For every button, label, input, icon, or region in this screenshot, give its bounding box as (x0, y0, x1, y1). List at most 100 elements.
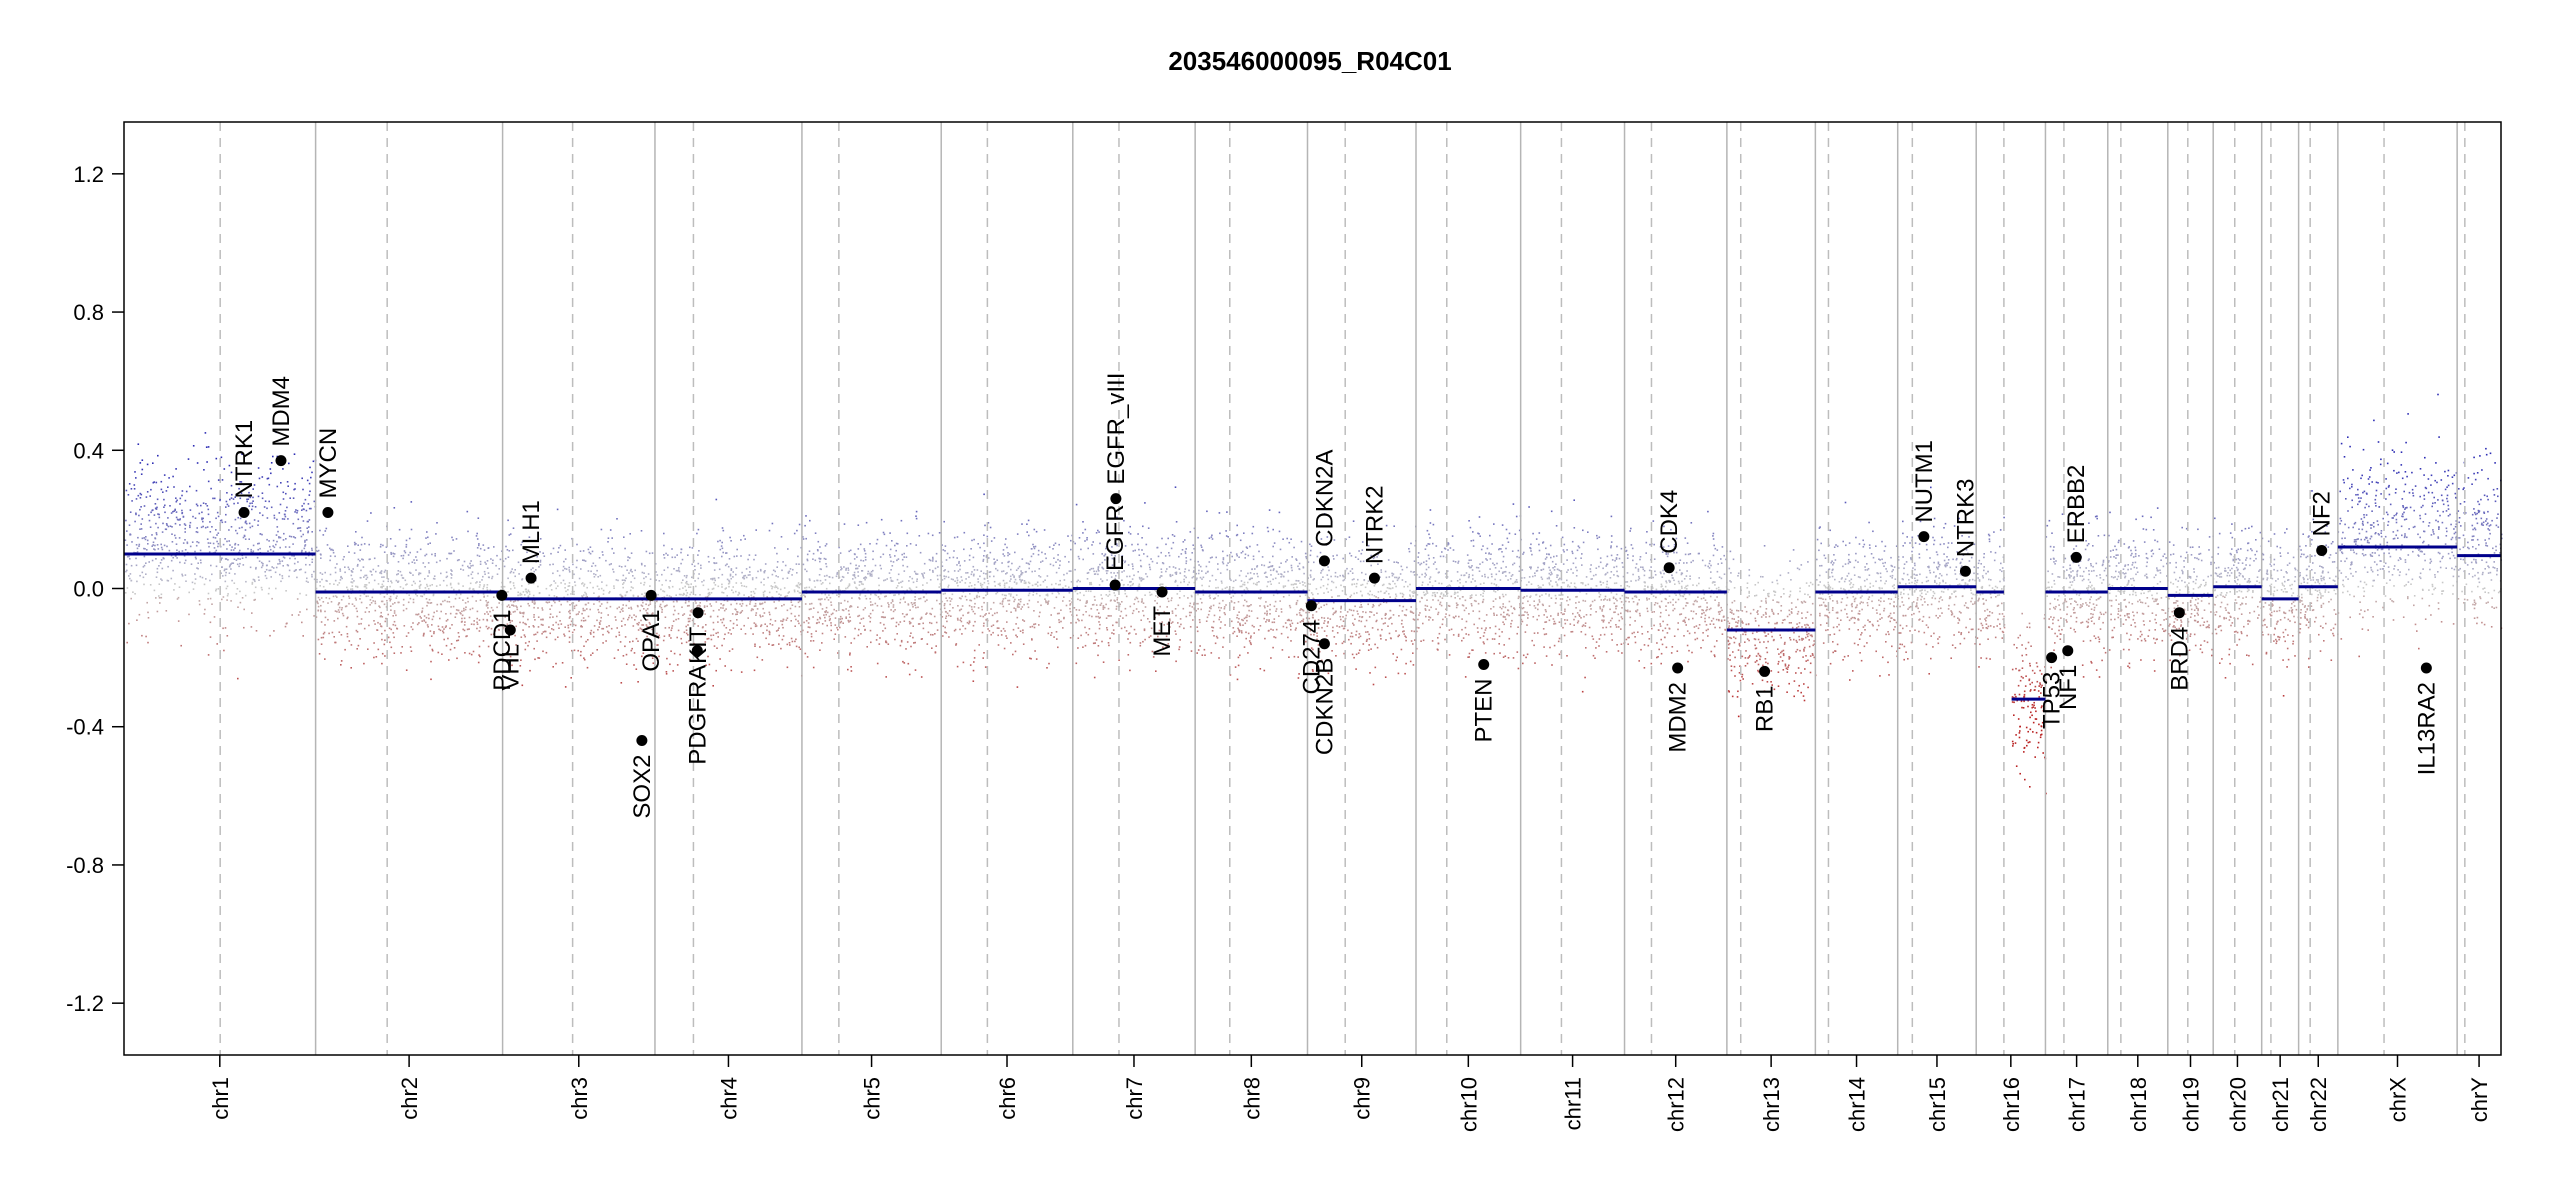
probe-point (950, 578, 953, 580)
probe-point (302, 488, 304, 491)
probe-point (276, 455, 279, 458)
probe-point (743, 594, 745, 596)
probe-point (852, 574, 854, 576)
probe-point (1288, 594, 1290, 597)
probe-point (715, 498, 718, 501)
probe-point (1226, 586, 1228, 589)
probe-point (655, 579, 657, 581)
probe-point (883, 616, 885, 619)
probe-point (1290, 538, 1292, 540)
probe-point (569, 623, 572, 626)
probe-point (740, 605, 743, 607)
probe-point (593, 625, 596, 627)
probe-point (919, 551, 922, 554)
probe-point (782, 577, 784, 580)
probe-point (1079, 599, 1081, 602)
probe-point (859, 622, 861, 624)
probe-point (577, 649, 579, 652)
probe-point (930, 613, 932, 616)
probe-point (1328, 569, 1330, 572)
probe-point (487, 572, 490, 574)
probe-point (260, 586, 263, 589)
probe-point (995, 592, 997, 595)
probe-point (291, 554, 293, 557)
probe-point (903, 615, 906, 618)
probe-point (157, 513, 159, 515)
probe-point (950, 615, 952, 617)
probe-point (1233, 608, 1235, 610)
probe-point (819, 649, 821, 651)
probe-point (230, 568, 232, 570)
probe-point (655, 596, 658, 598)
probe-point (961, 595, 963, 598)
probe-point (413, 559, 415, 561)
probe-point (959, 619, 962, 621)
probe-point (1405, 639, 1407, 642)
probe-point (325, 579, 327, 582)
probe-point (166, 579, 169, 582)
probe-point (1032, 591, 1035, 593)
probe-point (563, 635, 566, 637)
probe-point (160, 578, 162, 580)
probe-point (799, 648, 802, 650)
probe-point (215, 565, 218, 568)
probe-point (718, 609, 720, 611)
probe-point (631, 616, 633, 619)
probe-point (137, 443, 140, 445)
probe-point (707, 655, 709, 658)
probe-point (710, 638, 713, 641)
probe-point (158, 513, 160, 516)
probe-point (1035, 658, 1038, 660)
probe-point (582, 617, 585, 619)
probe-point (810, 633, 813, 635)
probe-point (847, 572, 849, 574)
probe-point (485, 625, 488, 628)
probe-point (234, 542, 237, 545)
probe-point (469, 587, 471, 590)
probe-point (762, 591, 765, 594)
probe-point (1365, 559, 1368, 562)
probe-point (1074, 590, 1077, 593)
probe-point (205, 503, 207, 505)
probe-point (1038, 615, 1040, 618)
probe-point (222, 543, 225, 546)
probe-point (858, 614, 861, 617)
probe-point (1103, 554, 1106, 557)
probe-point (974, 612, 976, 615)
probe-point (388, 627, 391, 630)
probe-point (568, 571, 571, 573)
probe-point (1274, 577, 1277, 580)
probe-point (281, 575, 284, 577)
probe-point (496, 619, 499, 621)
probe-point (139, 462, 142, 464)
probe-point (728, 650, 731, 652)
probe-point (1189, 602, 1192, 605)
probe-point (944, 626, 946, 629)
probe-point (270, 506, 273, 509)
probe-point (899, 598, 902, 601)
probe-point (1124, 589, 1126, 592)
probe-point (141, 518, 144, 520)
probe-point (629, 589, 632, 592)
probe-point (1198, 564, 1200, 566)
probe-point (187, 458, 190, 460)
probe-point (368, 624, 370, 627)
probe-point (1098, 570, 1100, 572)
probe-point (1293, 589, 1296, 591)
probe-point (197, 562, 199, 564)
probe-point (128, 524, 131, 526)
probe-point (514, 600, 517, 602)
probe-point (685, 625, 687, 628)
probe-point (812, 552, 815, 555)
probe-point (731, 613, 734, 615)
probe-point (708, 561, 710, 563)
probe-point (261, 564, 264, 567)
probe-point (1029, 560, 1032, 563)
probe-point (285, 590, 287, 592)
probe-point (853, 558, 856, 560)
probe-point (1305, 640, 1307, 643)
probe-point (968, 622, 970, 625)
probe-point (439, 617, 441, 620)
probe-point (727, 565, 730, 568)
probe-point (797, 582, 800, 584)
